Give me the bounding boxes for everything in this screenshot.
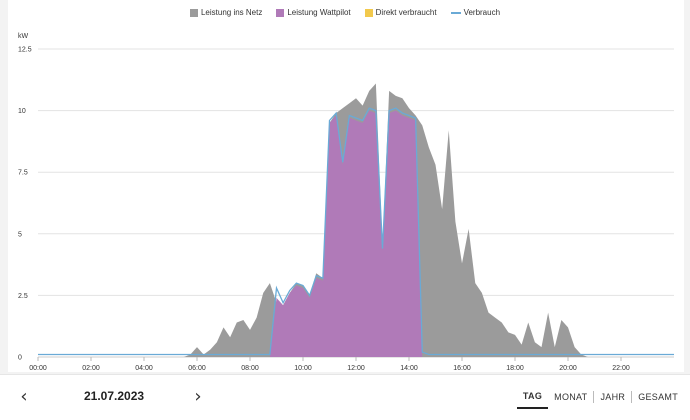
chart-legend: Leistung ins Netz Leistung Wattpilot Dir… (0, 8, 690, 17)
period-tabs: TAG MONAT JAHR GESAMT (516, 385, 684, 409)
chevron-left-icon: ‹ (20, 386, 28, 407)
area-leistung-wattpilot (38, 110, 674, 357)
x-tick-label: 16:00 (453, 365, 471, 372)
x-tick-label: 00:00 (29, 365, 47, 372)
y-tick-label: 5 (18, 231, 22, 238)
bottom-navigation-bar: ‹ 21.07.2023 › TAG MONAT JAHR GESAMT (0, 374, 690, 420)
tab-monat[interactable]: MONAT (554, 392, 588, 402)
tab-divider (593, 391, 595, 403)
x-tick-label: 02:00 (82, 365, 100, 372)
x-tick-label: 12:00 (347, 365, 365, 372)
y-axis-unit: kW (18, 33, 29, 40)
legend-item-wattpilot[interactable]: Leistung Wattpilot (276, 8, 351, 17)
x-tick-label: 22:00 (612, 365, 630, 372)
tab-divider (631, 391, 633, 403)
x-tick-label: 20:00 (559, 365, 577, 372)
legend-label-wattpilot: Leistung Wattpilot (287, 8, 351, 17)
line-verbrauch (38, 107, 674, 356)
legend-swatch-verbrauch (450, 11, 461, 14)
x-tick-label: 10:00 (294, 365, 312, 372)
date-label[interactable]: 21.07.2023 (84, 389, 145, 403)
y-tick-label: 7.5 (18, 170, 28, 177)
y-tick-label: 0 (18, 355, 22, 362)
energy-chart: kW 0 2.5 5 7.5 10 12.5 00:00 02:00 04:00 06:00 08… (18, 33, 674, 372)
x-tick-label: 08:00 (241, 365, 259, 372)
x-tick-label: 06:00 (188, 365, 206, 372)
y-tick-label: 2.5 (18, 293, 28, 300)
next-day-button[interactable]: › (188, 387, 208, 407)
y-tick-label: 10 (18, 108, 26, 115)
tab-jahr[interactable]: JAHR (600, 392, 626, 402)
y-axis-ticks: 0 2.5 5 7.5 10 12.5 (18, 47, 32, 362)
chevron-right-icon: › (194, 386, 202, 407)
legend-label-verbrauch: Verbrauch (463, 8, 501, 17)
legend-swatch-wattpilot (276, 8, 285, 17)
x-tick-label: 14:00 (400, 365, 418, 372)
legend-swatch-netz (189, 8, 198, 17)
legend-label-netz: Leistung ins Netz (200, 8, 263, 17)
legend-item-verbrauch[interactable]: Verbrauch (450, 8, 501, 17)
tab-gesamt[interactable]: GESAMT (638, 392, 678, 402)
x-tick-label: 04:00 (135, 365, 153, 372)
y-tick-label: 12.5 (18, 47, 32, 54)
x-axis-ticks: 00:00 02:00 04:00 06:00 08:00 10:00 12:00 14:00… (29, 357, 630, 372)
legend-item-direkt[interactable]: Direkt verbraucht (364, 8, 437, 17)
x-tick-label: 18:00 (506, 365, 524, 372)
legend-item-netz[interactable]: Leistung ins Netz (189, 8, 263, 17)
prev-day-button[interactable]: ‹ (14, 387, 34, 407)
legend-swatch-direkt (364, 8, 373, 17)
chart-areas (38, 83, 674, 357)
tab-tag[interactable]: TAG (516, 385, 549, 409)
chart-lines (38, 107, 674, 356)
legend-label-direkt: Direkt verbraucht (375, 8, 437, 17)
